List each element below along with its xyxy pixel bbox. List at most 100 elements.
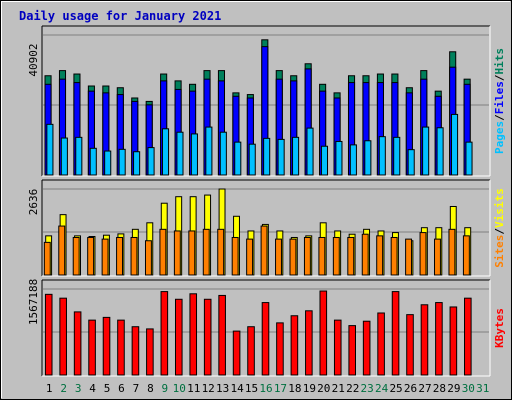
x-tick-label: 12 [202, 382, 215, 395]
bar-pages-day-11 [190, 133, 198, 176]
bar-kbytes-day-20 [319, 290, 328, 376]
bar-sites-day-13 [217, 228, 225, 276]
chart-panels: 40902 Pages/Files/Hits 2636Sites/Visits156… [27, 25, 506, 377]
bar-sites-day-8 [144, 240, 152, 276]
x-tick-label: 22 [346, 382, 359, 395]
bar-kbytes-day-19 [305, 310, 313, 376]
bar-kbytes-day-16 [261, 302, 270, 376]
bar-pages-day-14 [234, 141, 242, 176]
panel-visits_sites-legend: Sites/Visits [493, 188, 506, 268]
bar-kbytes-day-6 [117, 319, 125, 376]
x-tick-label: 30 [462, 382, 475, 395]
bar-kbytes-day-7 [131, 326, 140, 376]
bar-sites-day-6 [116, 236, 123, 276]
bar-kbytes-day-1 [44, 293, 53, 376]
bar-kbytes-day-22 [348, 325, 356, 376]
bar-sites-day-17 [275, 238, 282, 276]
bar-kbytes-day-18 [290, 315, 299, 376]
x-tick-label: 27 [418, 382, 431, 395]
bar-pages-day-13 [219, 131, 227, 176]
x-tick-label: 31 [476, 382, 489, 395]
x-tick-label: 26 [404, 382, 417, 395]
bar-pages-day-4 [89, 147, 97, 176]
x-tick-label: 4 [89, 382, 96, 395]
bar-sites-day-10 [173, 230, 181, 276]
bar-sites-day-20 [318, 236, 326, 276]
x-tick-label: 19 [303, 382, 316, 395]
x-axis-day-labels: 1 2 3 4 5 6 7 8 9 10 11 12 13 14 15 16 17 18 19 20 21 22 23 24 2… [46, 382, 489, 395]
legend-label-sites: Sites [493, 235, 506, 268]
panel-kbytes: 1567188 KBytes [27, 279, 506, 377]
bar-pages-day-5 [104, 150, 112, 176]
x-tick-label: 24 [375, 382, 389, 395]
bar-sites-day-7 [130, 236, 138, 276]
x-tick-label: 6 [118, 382, 125, 395]
bar-sites-day-2 [58, 225, 66, 276]
bar-pages-day-12 [205, 126, 213, 176]
bar-sites-day-30 [462, 235, 470, 276]
bar-sites-day-5 [101, 238, 109, 276]
bar-kbytes-day-23 [362, 320, 371, 376]
x-tick-label: 5 [104, 382, 111, 395]
bar-sites-day-16 [260, 225, 268, 276]
bar-sites-day-15 [246, 238, 254, 276]
x-tick-label: 7 [133, 382, 140, 395]
bar-pages-day-17 [277, 138, 285, 176]
bar-pages-day-10 [176, 131, 184, 176]
x-tick-label: 25 [389, 382, 402, 395]
bar-sites-day-29 [448, 228, 456, 276]
x-tick-label: 9 [162, 382, 169, 395]
bar-pages-day-15 [248, 143, 256, 176]
legend-label-kbytes: KBytes [493, 308, 506, 348]
bar-sites-day-27 [419, 232, 427, 276]
bar-kbytes-day-3 [73, 311, 82, 376]
bar-sites-day-26 [405, 238, 413, 276]
bar-pages-day-7 [133, 151, 141, 176]
legend-label-: / [493, 114, 506, 121]
panel-hits_files_pages-axis-max-label: 40902 [27, 43, 40, 76]
bar-kbytes-day-15 [247, 326, 255, 376]
bar-kbytes-day-28 [435, 302, 443, 376]
bar-pages-day-20 [320, 145, 329, 176]
bar-kbytes-day-9 [160, 291, 169, 376]
x-tick-label: 3 [75, 382, 82, 395]
bar-pages-day-28 [436, 127, 444, 176]
bar-sites-day-4 [87, 236, 95, 276]
bar-kbytes-day-11 [189, 293, 198, 376]
bar-kbytes-day-10 [174, 298, 183, 376]
x-tick-label: 8 [147, 382, 154, 395]
bar-pages-day-23 [364, 140, 372, 176]
legend-label-pages: Pages [493, 121, 506, 154]
bar-sites-day-14 [231, 236, 239, 276]
x-tick-label: 29 [447, 382, 460, 395]
x-tick-label: 16 [259, 382, 272, 395]
bar-kbytes-day-24 [377, 312, 385, 376]
legend-label-: / [493, 228, 506, 235]
bar-pages-day-1 [46, 123, 54, 176]
bar-pages-day-26 [407, 149, 415, 176]
x-tick-label: 14 [230, 382, 244, 395]
bar-pages-day-22 [349, 144, 357, 176]
x-tick-label: 28 [433, 382, 446, 395]
x-tick-label: 17 [274, 382, 287, 395]
panel-visits_sites: 2636 Sites/Visits [27, 179, 506, 277]
x-tick-label: 21 [332, 382, 345, 395]
bar-kbytes-day-13 [218, 294, 226, 376]
bar-kbytes-day-14 [232, 330, 241, 376]
x-tick-label: 11 [187, 382, 200, 395]
bar-kbytes-day-21 [333, 319, 342, 376]
bar-pages-day-3 [75, 136, 83, 176]
bar-sites-day-28 [434, 238, 441, 276]
bar-pages-day-29 [451, 113, 459, 176]
x-tick-label: 2 [60, 382, 67, 395]
bar-pages-day-21 [335, 140, 343, 176]
bar-sites-day-19 [303, 236, 311, 276]
bar-sites-day-11 [188, 230, 196, 276]
panel-kbytes-legend: KBytes [493, 308, 506, 348]
bar-sites-day-25 [390, 236, 398, 276]
bar-pages-day-18 [292, 136, 300, 176]
bar-sites-day-9 [159, 228, 167, 276]
bar-pages-day-9 [161, 128, 170, 176]
panel-hits_files_pages-legend: Pages/Files/Hits [493, 48, 506, 154]
